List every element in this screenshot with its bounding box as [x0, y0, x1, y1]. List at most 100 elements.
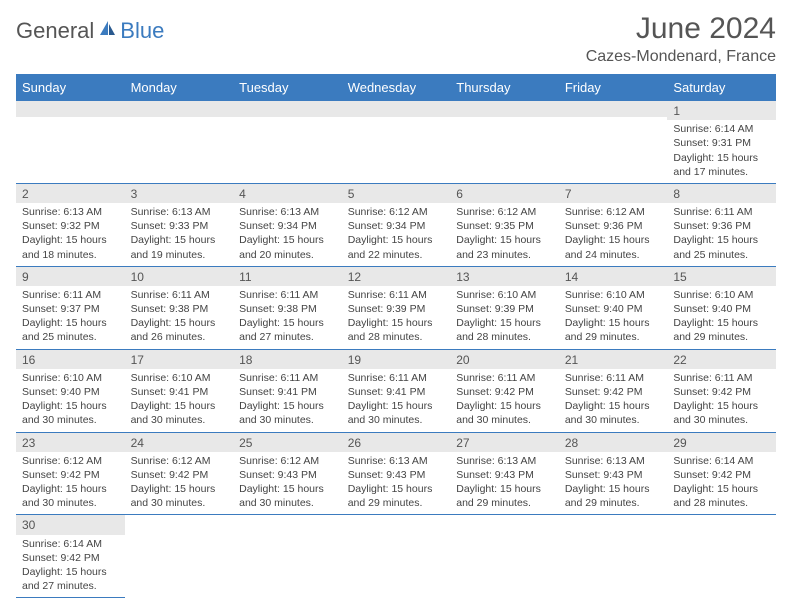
day-number: 19	[342, 350, 451, 369]
calendar-cell: 29Sunrise: 6:14 AMSunset: 9:42 PMDayligh…	[667, 432, 776, 515]
empty-daynum	[450, 101, 559, 117]
calendar-cell: 24Sunrise: 6:12 AMSunset: 9:42 PMDayligh…	[125, 432, 234, 515]
sunset-text: Sunset: 9:41 PM	[131, 385, 228, 399]
sunset-text: Sunset: 9:42 PM	[673, 385, 770, 399]
daylight-text: Daylight: 15 hours and 27 minutes.	[22, 565, 119, 593]
day-details: Sunrise: 6:10 AMSunset: 9:40 PMDaylight:…	[559, 286, 668, 349]
day-number: 22	[667, 350, 776, 369]
day-details: Sunrise: 6:11 AMSunset: 9:42 PMDaylight:…	[450, 369, 559, 432]
day-details: Sunrise: 6:11 AMSunset: 9:36 PMDaylight:…	[667, 203, 776, 266]
calendar-cell: 17Sunrise: 6:10 AMSunset: 9:41 PMDayligh…	[125, 349, 234, 432]
calendar-cell: 20Sunrise: 6:11 AMSunset: 9:42 PMDayligh…	[450, 349, 559, 432]
daylight-text: Daylight: 15 hours and 29 minutes.	[348, 482, 445, 510]
calendar-row: 2Sunrise: 6:13 AMSunset: 9:32 PMDaylight…	[16, 183, 776, 266]
day-number: 13	[450, 267, 559, 286]
calendar-cell	[450, 101, 559, 183]
sunset-text: Sunset: 9:36 PM	[565, 219, 662, 233]
day-details: Sunrise: 6:13 AMSunset: 9:34 PMDaylight:…	[233, 203, 342, 266]
sunrise-text: Sunrise: 6:14 AM	[22, 537, 119, 551]
calendar-cell: 7Sunrise: 6:12 AMSunset: 9:36 PMDaylight…	[559, 183, 668, 266]
sunrise-text: Sunrise: 6:10 AM	[22, 371, 119, 385]
calendar-cell: 2Sunrise: 6:13 AMSunset: 9:32 PMDaylight…	[16, 183, 125, 266]
daylight-text: Daylight: 15 hours and 18 minutes.	[22, 233, 119, 261]
daylight-text: Daylight: 15 hours and 30 minutes.	[239, 482, 336, 510]
daylight-text: Daylight: 15 hours and 22 minutes.	[348, 233, 445, 261]
sunset-text: Sunset: 9:38 PM	[131, 302, 228, 316]
day-number: 24	[125, 433, 234, 452]
day-number: 5	[342, 184, 451, 203]
empty-daynum	[125, 101, 234, 117]
day-details: Sunrise: 6:10 AMSunset: 9:40 PMDaylight:…	[16, 369, 125, 432]
day-header: Sunday	[16, 74, 125, 101]
day-number: 10	[125, 267, 234, 286]
sunrise-text: Sunrise: 6:10 AM	[456, 288, 553, 302]
sunset-text: Sunset: 9:33 PM	[131, 219, 228, 233]
daylight-text: Daylight: 15 hours and 27 minutes.	[239, 316, 336, 344]
sunrise-text: Sunrise: 6:11 AM	[131, 288, 228, 302]
day-header-row: Sunday Monday Tuesday Wednesday Thursday…	[16, 74, 776, 101]
day-details: Sunrise: 6:11 AMSunset: 9:41 PMDaylight:…	[233, 369, 342, 432]
day-number: 30	[16, 515, 125, 534]
sunset-text: Sunset: 9:42 PM	[673, 468, 770, 482]
calendar-row: 30Sunrise: 6:14 AMSunset: 9:42 PMDayligh…	[16, 515, 776, 598]
calendar-cell	[559, 101, 668, 183]
empty-daynum	[559, 101, 668, 117]
sunrise-text: Sunrise: 6:13 AM	[456, 454, 553, 468]
calendar-cell: 27Sunrise: 6:13 AMSunset: 9:43 PMDayligh…	[450, 432, 559, 515]
daylight-text: Daylight: 15 hours and 20 minutes.	[239, 233, 336, 261]
sunrise-text: Sunrise: 6:14 AM	[673, 454, 770, 468]
daylight-text: Daylight: 15 hours and 29 minutes.	[565, 482, 662, 510]
sunrise-text: Sunrise: 6:12 AM	[131, 454, 228, 468]
calendar-cell: 5Sunrise: 6:12 AMSunset: 9:34 PMDaylight…	[342, 183, 451, 266]
sunrise-text: Sunrise: 6:11 AM	[673, 371, 770, 385]
daylight-text: Daylight: 15 hours and 25 minutes.	[22, 316, 119, 344]
sunrise-text: Sunrise: 6:12 AM	[348, 205, 445, 219]
daylight-text: Daylight: 15 hours and 30 minutes.	[348, 399, 445, 427]
daylight-text: Daylight: 15 hours and 30 minutes.	[239, 399, 336, 427]
sunrise-text: Sunrise: 6:12 AM	[456, 205, 553, 219]
daylight-text: Daylight: 15 hours and 29 minutes.	[673, 316, 770, 344]
calendar-table: Sunday Monday Tuesday Wednesday Thursday…	[16, 74, 776, 598]
sunrise-text: Sunrise: 6:11 AM	[348, 288, 445, 302]
calendar-cell: 21Sunrise: 6:11 AMSunset: 9:42 PMDayligh…	[559, 349, 668, 432]
sunrise-text: Sunrise: 6:11 AM	[673, 205, 770, 219]
daylight-text: Daylight: 15 hours and 29 minutes.	[456, 482, 553, 510]
sunset-text: Sunset: 9:42 PM	[456, 385, 553, 399]
day-details: Sunrise: 6:13 AMSunset: 9:33 PMDaylight:…	[125, 203, 234, 266]
daylight-text: Daylight: 15 hours and 29 minutes.	[565, 316, 662, 344]
day-header: Saturday	[667, 74, 776, 101]
day-details: Sunrise: 6:12 AMSunset: 9:34 PMDaylight:…	[342, 203, 451, 266]
calendar-cell	[125, 515, 234, 598]
sunset-text: Sunset: 9:42 PM	[565, 385, 662, 399]
sunset-text: Sunset: 9:34 PM	[239, 219, 336, 233]
calendar-row: 16Sunrise: 6:10 AMSunset: 9:40 PMDayligh…	[16, 349, 776, 432]
day-details: Sunrise: 6:10 AMSunset: 9:41 PMDaylight:…	[125, 369, 234, 432]
day-details: Sunrise: 6:11 AMSunset: 9:42 PMDaylight:…	[667, 369, 776, 432]
day-number: 9	[16, 267, 125, 286]
calendar-cell	[342, 101, 451, 183]
header: General Blue June 2024 Cazes-Mondenard, …	[16, 12, 776, 66]
sunset-text: Sunset: 9:40 PM	[565, 302, 662, 316]
day-number: 28	[559, 433, 668, 452]
day-details: Sunrise: 6:11 AMSunset: 9:42 PMDaylight:…	[559, 369, 668, 432]
calendar-cell: 13Sunrise: 6:10 AMSunset: 9:39 PMDayligh…	[450, 266, 559, 349]
day-header: Thursday	[450, 74, 559, 101]
sunset-text: Sunset: 9:32 PM	[22, 219, 119, 233]
page-title: June 2024	[586, 12, 776, 46]
daylight-text: Daylight: 15 hours and 30 minutes.	[565, 399, 662, 427]
day-number: 1	[667, 101, 776, 120]
day-number: 12	[342, 267, 451, 286]
daylight-text: Daylight: 15 hours and 30 minutes.	[22, 482, 119, 510]
sail-icon	[98, 19, 118, 44]
day-details: Sunrise: 6:12 AMSunset: 9:43 PMDaylight:…	[233, 452, 342, 515]
empty-daynum	[233, 101, 342, 117]
calendar-cell: 30Sunrise: 6:14 AMSunset: 9:42 PMDayligh…	[16, 515, 125, 598]
calendar-cell: 26Sunrise: 6:13 AMSunset: 9:43 PMDayligh…	[342, 432, 451, 515]
day-number: 29	[667, 433, 776, 452]
day-details: Sunrise: 6:12 AMSunset: 9:42 PMDaylight:…	[16, 452, 125, 515]
day-number: 4	[233, 184, 342, 203]
day-details: Sunrise: 6:10 AMSunset: 9:40 PMDaylight:…	[667, 286, 776, 349]
logo: General Blue	[16, 18, 164, 44]
calendar-cell: 25Sunrise: 6:12 AMSunset: 9:43 PMDayligh…	[233, 432, 342, 515]
day-number: 18	[233, 350, 342, 369]
